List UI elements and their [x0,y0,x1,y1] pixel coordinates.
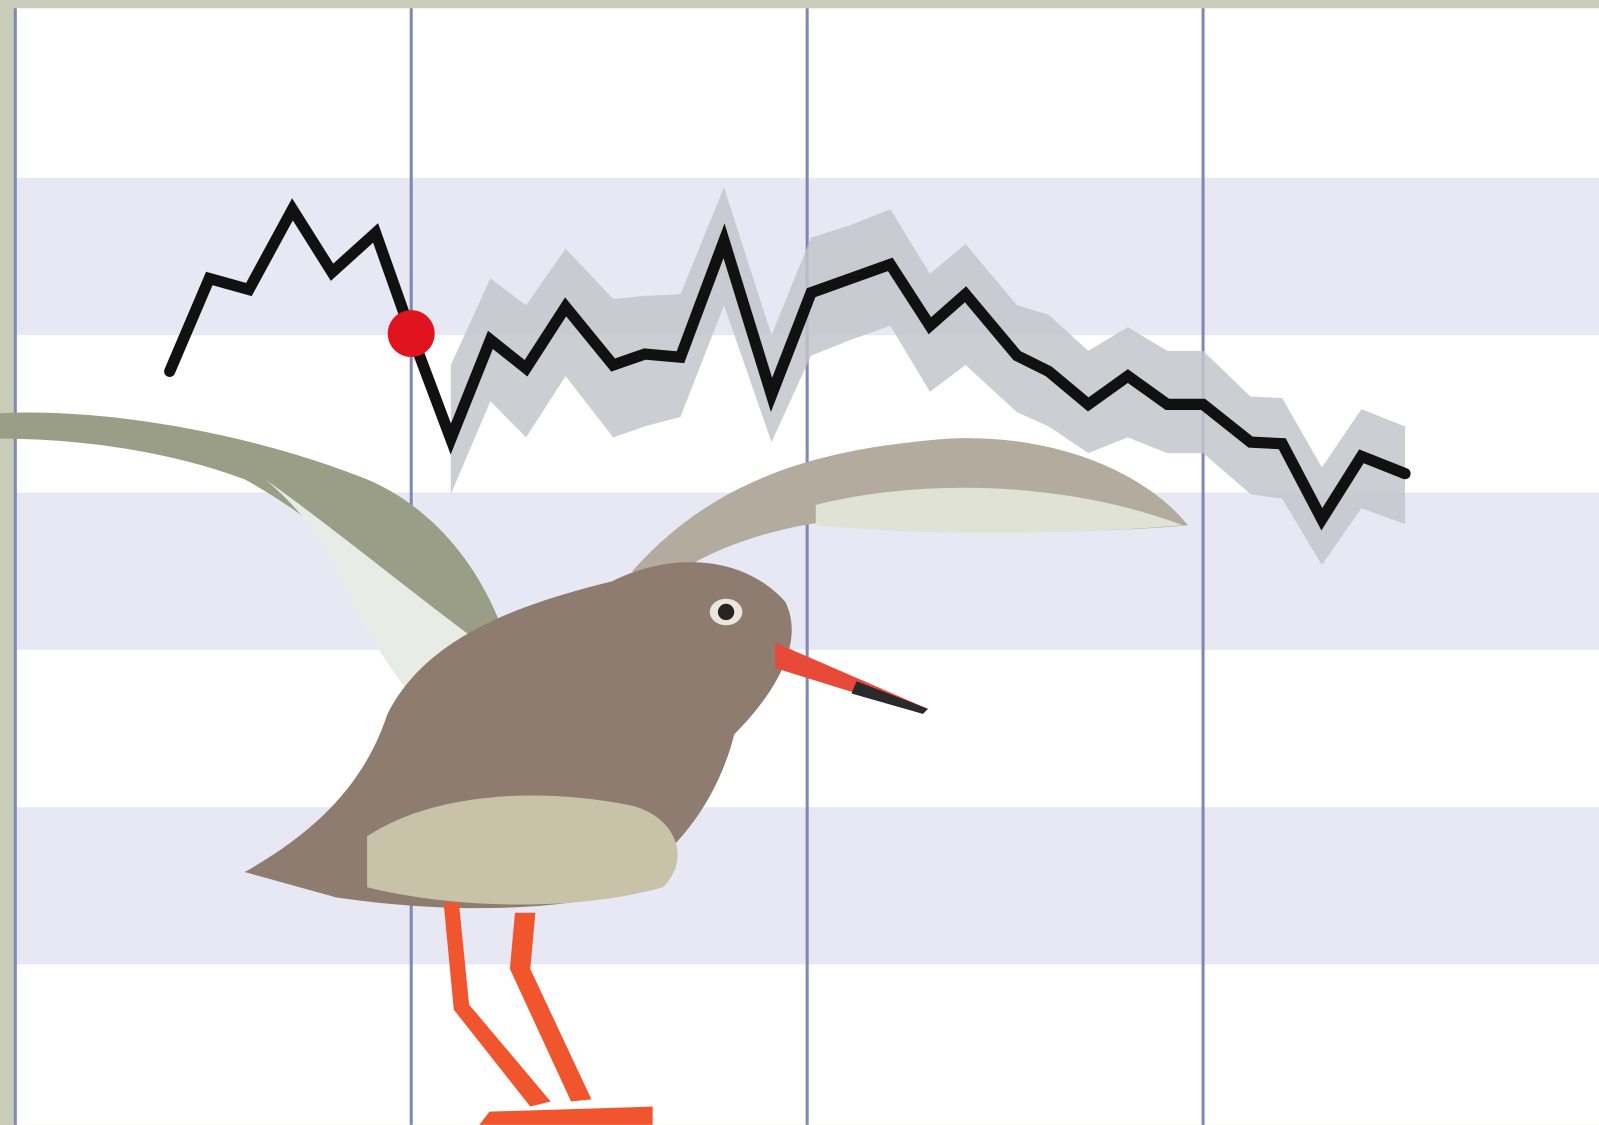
leg [509,912,592,1102]
line [164,198,1411,531]
left-wing-underside [265,479,480,714]
eye [717,603,735,621]
right-wing-tip [815,487,1183,533]
belly [367,795,678,905]
highlight-point [387,310,435,358]
confidence-band [450,187,1405,565]
beak-tip [851,681,928,714]
bird-photo [0,412,1189,1125]
marks [164,187,1411,565]
leg [443,902,551,1107]
feet [479,1106,653,1125]
